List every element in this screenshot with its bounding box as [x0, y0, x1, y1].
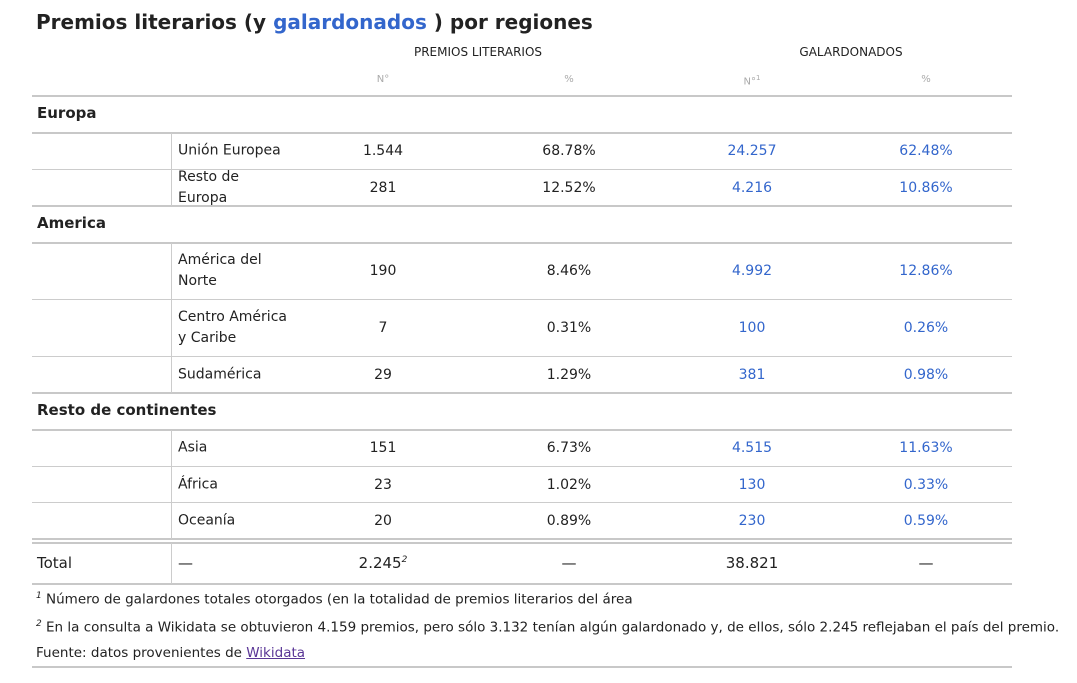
- row-name: Unión Europea: [178, 142, 281, 159]
- total-galardonados-percent: —: [918, 554, 934, 572]
- galardonados-percent: 10.86%: [899, 179, 953, 196]
- source-note: Fuente: datos provenientes de Wikidata: [36, 645, 305, 661]
- premios-count: 151: [369, 440, 397, 456]
- row-divider: [32, 356, 1012, 357]
- galardonados-count: 381: [738, 366, 766, 383]
- total-name-dash: —: [178, 554, 193, 572]
- row-divider: [32, 299, 1012, 300]
- region-resto-de-continentes: Resto de continentes: [37, 401, 217, 419]
- region-divider: [32, 392, 1012, 394]
- table-title: Premios literarios (y galardonados ) por…: [36, 10, 593, 34]
- row-divider: [32, 169, 1012, 170]
- subheader-premios-n: N°: [376, 74, 390, 85]
- column-divider: [171, 543, 172, 584]
- premios-percent: 68.78%: [542, 143, 596, 159]
- galardonados-count: 130: [738, 476, 766, 493]
- premios-count: 1.544: [362, 143, 404, 159]
- column-divider: [171, 430, 172, 539]
- table-row: Unión Europea 1.544 68.78% 24.257 62.48%: [0, 133, 1077, 169]
- footnote-2-marker: 2: [36, 619, 42, 629]
- row-name: Oceanía: [178, 512, 236, 528]
- total-row: Total — 2.2452 — 38.821 —: [0, 543, 1077, 583]
- premios-count: 29: [374, 366, 392, 383]
- premios-count: 23: [374, 476, 392, 493]
- footnotes-bottom-divider: [32, 666, 1012, 668]
- total-premios-percent: —: [561, 554, 577, 572]
- galardonados-count: 24.257: [727, 143, 777, 159]
- subheader-premios-pct: %: [564, 74, 574, 85]
- premios-percent: 1.02%: [546, 476, 592, 493]
- title-highlight: galardonados: [273, 10, 427, 34]
- table-row: África 23 1.02% 130 0.33%: [0, 467, 1077, 502]
- header-galardonados: GALARDONADOS: [799, 45, 903, 59]
- premios-percent: 12.52%: [542, 179, 596, 196]
- region-europa: Europa: [37, 104, 97, 122]
- premios-percent: 8.46%: [546, 263, 592, 279]
- table-row: Sudamérica 29 1.29% 381 0.98%: [0, 357, 1077, 392]
- total-premios-count: 2.2452: [358, 554, 408, 572]
- galardonados-percent: 0.98%: [903, 366, 949, 383]
- row-name: África: [178, 476, 218, 492]
- premios-count: 190: [369, 263, 397, 279]
- premios-percent: 0.89%: [546, 512, 592, 529]
- premios-percent: 1.29%: [546, 366, 592, 383]
- premios-percent: 0.31%: [546, 320, 592, 336]
- galardonados-percent: 11.63%: [899, 440, 953, 456]
- column-divider: [171, 243, 172, 393]
- subheader-galardonados-pct: %: [921, 74, 931, 85]
- row-name: Sudamérica: [178, 366, 262, 382]
- galardonados-percent: 0.33%: [903, 476, 949, 493]
- row-name: Asia: [178, 439, 208, 456]
- footnote-1-text: Número de galardones totales otorgados (…: [46, 591, 633, 608]
- title-text-start: Premios literarios (y: [36, 10, 274, 34]
- total-divider: [32, 542, 1012, 544]
- footnote-1-marker: 1: [36, 591, 42, 601]
- row-name: América del Norte: [178, 252, 262, 289]
- region-america: America: [37, 214, 106, 232]
- header-premios-literarios: PREMIOS LITERARIOS: [413, 45, 543, 59]
- region-divider: [32, 242, 1012, 244]
- footnote-1: 1 Número de galardones totales otorgados…: [36, 591, 633, 608]
- total-footnote-marker: 2: [401, 555, 408, 565]
- subheader-galardonados-n: N°1: [743, 74, 761, 88]
- column-divider: [171, 133, 172, 206]
- table-row: América del Norte 190 8.46% 4.992 12.86%: [0, 243, 1077, 299]
- galardonados-count: 4.515: [731, 440, 773, 456]
- region-divider: [32, 429, 1012, 431]
- galardonados-percent: 0.59%: [903, 512, 949, 529]
- premios-count: 20: [374, 512, 392, 529]
- galardonados-count: 230: [738, 512, 766, 529]
- table-row: Asia 151 6.73% 4.515 11.63%: [0, 430, 1077, 466]
- region-divider: [32, 205, 1012, 207]
- subheader-footnote-marker: 1: [756, 74, 761, 82]
- row-divider: [32, 466, 1012, 467]
- galardonados-percent: 0.26%: [903, 320, 949, 336]
- row-name: Resto de Europa: [178, 168, 240, 206]
- premios-count: 281: [369, 179, 397, 196]
- table-row: Resto de Europa 281 12.52% 4.216 10.86%: [0, 169, 1077, 206]
- total-galardonados-count: 38.821: [725, 554, 779, 572]
- premios-count: 7: [378, 320, 388, 336]
- table-bottom-divider: [32, 583, 1012, 585]
- galardonados-count: 4.216: [731, 179, 773, 196]
- row-divider: [32, 502, 1012, 503]
- table-row: Oceanía 20 0.89% 230 0.59%: [0, 503, 1077, 538]
- galardonados-count: 100: [738, 320, 766, 336]
- galardonados-count: 4.992: [731, 263, 773, 279]
- header-divider: [32, 95, 1012, 97]
- footnote-2-text: En la consulta a Wikidata se obtuvieron …: [46, 619, 1060, 636]
- source-prefix: Fuente: datos provenientes de: [36, 645, 247, 661]
- row-name: Centro América y Caribe: [178, 309, 287, 346]
- total-label: Total: [37, 554, 73, 572]
- footnote-2: 2 En la consulta a Wikidata se obtuviero…: [36, 619, 1059, 636]
- galardonados-percent: 62.48%: [899, 143, 953, 159]
- table-row: Centro América y Caribe 7 0.31% 100 0.26…: [0, 300, 1077, 356]
- premios-percent: 6.73%: [546, 440, 592, 456]
- title-text-end: ) por regiones: [426, 10, 593, 34]
- galardonados-percent: 12.86%: [899, 263, 953, 279]
- region-divider: [32, 132, 1012, 134]
- wikidata-link[interactable]: Wikidata: [246, 645, 306, 661]
- total-divider: [32, 538, 1012, 540]
